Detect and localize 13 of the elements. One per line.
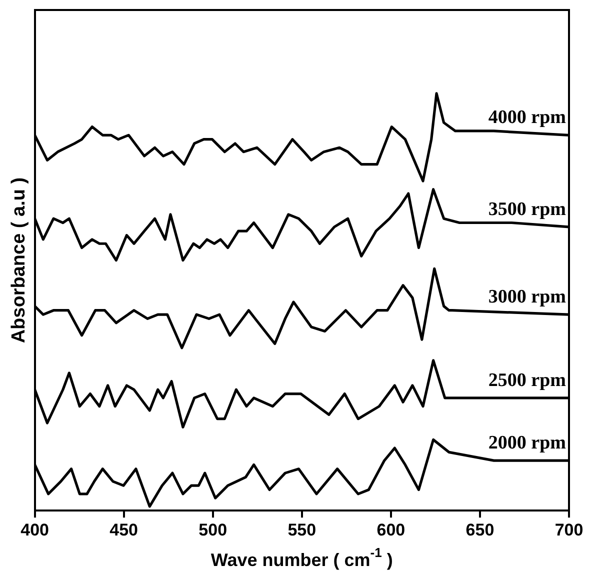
- x-tick-label: 600: [376, 520, 406, 540]
- x-tick-label: 650: [466, 520, 494, 540]
- series-label: 2500 rpm: [488, 370, 566, 391]
- x-tick-label: 700: [554, 520, 584, 540]
- y-axis-title: Absorbance ( a.u ): [8, 177, 30, 344]
- series-label: 4000 rpm: [488, 107, 566, 128]
- x-tick-label: 400: [20, 520, 49, 540]
- x-tick-label: 500: [198, 520, 228, 540]
- x-tick-label: 550: [288, 520, 316, 540]
- series-label: 3000 rpm: [488, 286, 566, 308]
- x-tick-label: 450: [110, 520, 138, 540]
- series-label: 2000 rpm: [488, 432, 566, 454]
- series-label: 3500 rpm: [488, 198, 566, 220]
